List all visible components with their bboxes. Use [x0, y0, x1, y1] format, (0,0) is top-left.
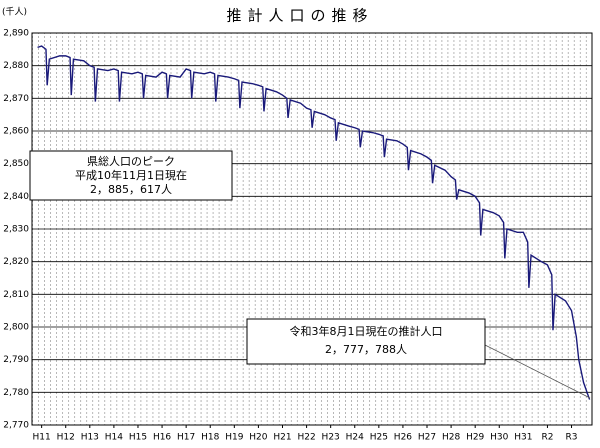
y-tick-label: 2,790 [3, 355, 29, 365]
x-tick-label: H26 [394, 433, 412, 443]
x-tick-label: H31 [514, 433, 532, 443]
y-tick-label: 2,850 [3, 159, 29, 169]
x-tick-label: H14 [105, 433, 123, 443]
chart-title: 推計人口の推移 [226, 7, 373, 25]
data-line [37, 45, 591, 400]
x-tick-label: H12 [57, 433, 75, 443]
y-tick-label: 2,820 [3, 257, 29, 267]
x-tick-label: R3 [566, 433, 578, 443]
y-tick-label: 2,880 [3, 61, 29, 71]
annotation-text: 県総人口のピーク [87, 154, 175, 168]
x-tick-label: H27 [418, 433, 436, 443]
y-unit: (千人) [2, 7, 27, 18]
y-tick-label: 2,810 [3, 290, 29, 300]
annotation-text: 令和3年8月1日現在の推計人口 [290, 324, 443, 338]
x-tick-label: H28 [442, 433, 460, 443]
y-tick-label: 2,780 [3, 388, 29, 398]
x-tick-label: H17 [177, 433, 195, 443]
y-tick-label: 2,840 [3, 192, 29, 202]
x-tick-label: H11 [33, 433, 51, 443]
callout-line [484, 344, 591, 399]
y-tick-label: 2,860 [3, 127, 29, 137]
x-tick-label: H15 [129, 433, 147, 443]
x-tick-label: H30 [490, 433, 508, 443]
annotation-text: 2，885，617人 [90, 183, 172, 196]
annotation-text: 平成10年11月1日現在 [75, 168, 187, 182]
x-tick-label: R2 [541, 433, 553, 443]
annotation-text: 2，777，788人 [325, 343, 407, 356]
x-tick-label: H29 [466, 433, 484, 443]
x-tick-label: H18 [201, 433, 219, 443]
annotation-box [246, 318, 486, 365]
y-tick-label: 2,770 [3, 421, 29, 431]
x-tick-label: H23 [322, 433, 340, 443]
x-tick-label: H13 [81, 433, 99, 443]
x-tick-label: H16 [153, 433, 171, 443]
x-tick-label: H20 [249, 433, 267, 443]
plot-frame [31, 32, 593, 426]
y-tick-label: 2,800 [3, 323, 29, 333]
y-tick-label: 2,890 [3, 29, 29, 39]
y-tick-label: 2,870 [3, 94, 29, 104]
x-tick-label: H19 [225, 433, 243, 443]
annotation-box [29, 150, 233, 201]
x-tick-label: H21 [273, 433, 291, 443]
x-tick-label: H24 [346, 433, 364, 443]
y-tick-label: 2,830 [3, 225, 29, 235]
x-tick-label: H22 [297, 433, 315, 443]
x-tick-label: H25 [370, 433, 388, 443]
